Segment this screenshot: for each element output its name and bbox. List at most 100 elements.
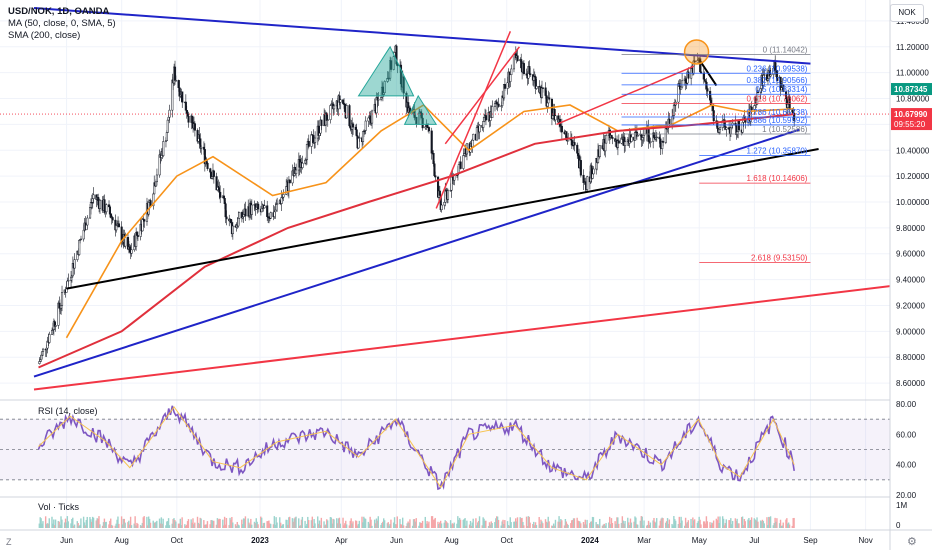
sma200-legend[interactable]: SMA (200, close): [8, 30, 81, 41]
candle-body: [202, 146, 205, 150]
volume-bar: [489, 524, 492, 528]
volume-bar: [122, 518, 125, 528]
candle-body: [586, 176, 589, 190]
volume-bar: [190, 519, 192, 528]
candle-body: [333, 105, 336, 110]
volume-bar: [666, 518, 669, 528]
triangle-pattern-2: [403, 94, 438, 125]
candle-body: [38, 361, 41, 364]
currency-button[interactable]: NOK: [890, 4, 924, 22]
volume-bar: [501, 521, 503, 528]
volume-bar: [516, 517, 519, 528]
volume-bar: [469, 520, 472, 528]
settings-gear-icon[interactable]: ⚙: [907, 536, 917, 548]
volume-bar: [781, 525, 784, 528]
volume-bar: [488, 522, 491, 528]
volume-bar: [386, 523, 389, 528]
volume-bar: [590, 521, 593, 528]
candle-body: [440, 204, 443, 210]
symbol-title[interactable]: USD/NOK, 1D, OANDA: [8, 6, 110, 17]
volume-bar: [257, 524, 259, 528]
volume-bar: [325, 524, 327, 528]
volume-bar: [519, 517, 521, 528]
candle-body: [763, 74, 766, 76]
price-panel[interactable]: [38, 44, 796, 369]
rsi-panel[interactable]: [0, 405, 890, 491]
volume-bar: [348, 525, 351, 528]
candle-body: [484, 115, 488, 121]
volume-bar: [192, 518, 194, 528]
red-long-trendline: [33, 285, 891, 391]
volume-bar: [749, 519, 752, 528]
candle-body: [741, 121, 744, 133]
volume-bar: [483, 518, 485, 528]
volume-bar: [72, 517, 74, 528]
volume-bar: [101, 525, 104, 528]
candle-body: [624, 141, 627, 146]
volume-panel[interactable]: [38, 516, 795, 528]
candle-body: [725, 127, 728, 130]
volume-bar: [134, 516, 136, 528]
highlight-circle: [683, 39, 710, 65]
candle-body: [729, 127, 732, 135]
candle-body: [143, 219, 146, 222]
candle-body: [737, 120, 741, 131]
volume-bar: [234, 524, 237, 528]
volume-bar: [318, 520, 321, 528]
candle-body: [426, 124, 429, 128]
volume-bar: [54, 519, 57, 528]
candle-body: [219, 191, 222, 198]
candle-body: [712, 110, 715, 122]
time-tick-label: Nov: [858, 536, 872, 545]
volume-bar: [115, 523, 117, 528]
volume-bar: [750, 517, 753, 528]
volume-bar: [697, 521, 699, 528]
volume-bar: [230, 519, 232, 528]
volume-bar: [401, 524, 403, 528]
volume-bar: [127, 522, 129, 528]
volume-bar: [629, 518, 632, 528]
candle-body: [162, 141, 165, 156]
volume-bar: [110, 518, 112, 528]
volume-bar: [744, 521, 746, 528]
drawings-layer[interactable]: 0 (11.14042) 0.236 (10.99538) 0.382 (10.90…: [0, 7, 891, 391]
volume-bar: [635, 517, 637, 528]
zoom-toggle[interactable]: Z: [6, 537, 12, 547]
candle-body: [237, 218, 240, 227]
volume-bar: [477, 522, 479, 528]
volume-bar: [53, 519, 55, 528]
volume-bar: [147, 525, 149, 528]
candle-body: [495, 101, 498, 105]
volume-bar: [86, 516, 88, 528]
time-axis[interactable]: Jun Aug Oct 2023 Apr Jun Aug Oct 2024 Mar May Jul Se…: [60, 536, 873, 545]
volume-bar: [690, 518, 692, 528]
volume-bar: [608, 516, 611, 528]
volume-bar: [370, 519, 372, 528]
volume-legend[interactable]: Vol · Ticks: [38, 502, 80, 512]
ma50-legend[interactable]: MA (50, close, 0, SMA, 5): [8, 18, 116, 29]
volume-bar: [121, 524, 124, 528]
candle-body: [371, 110, 374, 124]
candle-body: [438, 190, 441, 196]
candle-body: [573, 142, 576, 146]
candle-body: [728, 127, 731, 130]
volume-bar: [552, 523, 555, 528]
volume-bar: [123, 518, 125, 528]
candle-body: [662, 141, 665, 143]
volume-bar: [646, 525, 648, 528]
volume-bar: [206, 521, 209, 528]
volume-bar: [502, 519, 504, 528]
price-tick-label: 8.80000: [896, 353, 925, 362]
candle-body: [269, 212, 272, 219]
rsi-legend[interactable]: RSI (14, close): [38, 406, 98, 416]
candle-body: [551, 115, 554, 119]
candle-body: [396, 63, 399, 67]
volume-bar: [667, 523, 670, 528]
volume-bar: [464, 518, 466, 528]
candle-body: [664, 128, 667, 143]
volume-bar: [452, 524, 455, 528]
volume-bar: [66, 516, 69, 528]
volume-bar: [172, 519, 174, 528]
volume-bar: [628, 525, 631, 528]
